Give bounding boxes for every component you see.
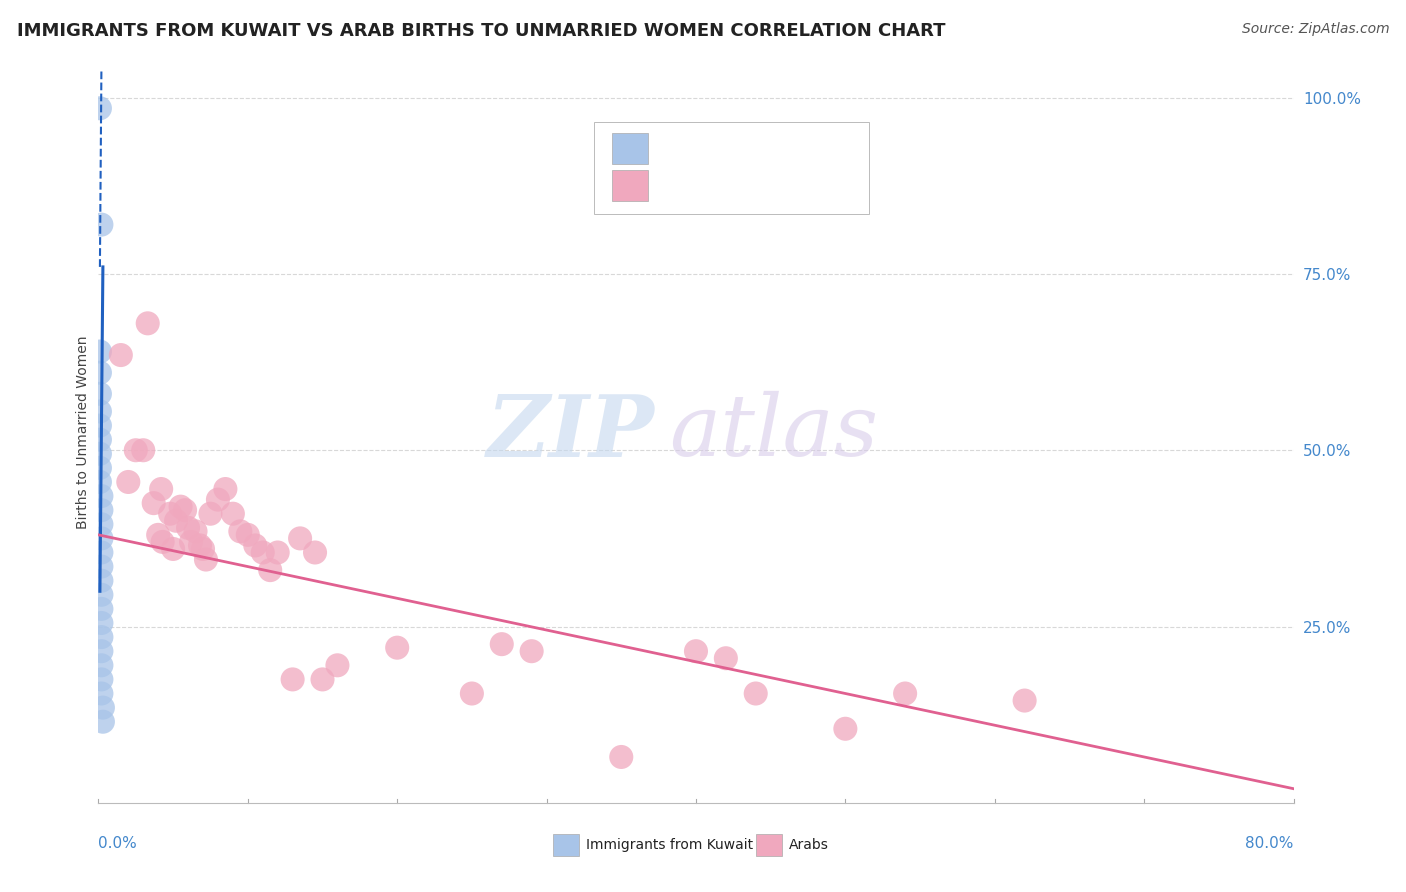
- Text: atlas: atlas: [669, 392, 879, 474]
- Point: [90, 588, 112, 602]
- Y-axis label: Births to Unmarried Women: Births to Unmarried Women: [76, 336, 90, 529]
- Point: [222, 507, 245, 521]
- Point: [89, 433, 111, 447]
- Point: [148, 528, 170, 542]
- Text: ZIP: ZIP: [486, 391, 654, 475]
- FancyBboxPatch shape: [595, 121, 869, 214]
- Point: [195, 552, 218, 566]
- Point: [89, 418, 111, 433]
- Point: [152, 535, 174, 549]
- Point: [177, 521, 200, 535]
- Point: [714, 651, 737, 665]
- Point: [252, 545, 274, 559]
- Point: [110, 348, 132, 362]
- Point: [281, 673, 304, 687]
- Point: [188, 538, 211, 552]
- Point: [89, 101, 111, 115]
- Text: R = -0.563   N = 46: R = -0.563 N = 46: [662, 178, 839, 196]
- Point: [520, 644, 543, 658]
- Point: [180, 535, 202, 549]
- Point: [142, 496, 165, 510]
- Point: [184, 524, 207, 539]
- Point: [90, 602, 112, 616]
- Text: Arabs: Arabs: [789, 838, 830, 852]
- Point: [326, 658, 349, 673]
- Point: [132, 443, 155, 458]
- Point: [89, 461, 111, 475]
- Point: [90, 574, 112, 588]
- Bar: [553, 834, 579, 856]
- Point: [91, 714, 114, 729]
- Point: [162, 541, 184, 556]
- Point: [834, 722, 856, 736]
- Point: [610, 750, 633, 764]
- Bar: [613, 169, 648, 201]
- Point: [165, 514, 187, 528]
- Point: [267, 545, 290, 559]
- Point: [214, 482, 236, 496]
- Point: [90, 673, 112, 687]
- Point: [236, 528, 259, 542]
- Point: [89, 387, 111, 401]
- Text: 80.0%: 80.0%: [1246, 836, 1294, 851]
- Point: [1014, 693, 1036, 707]
- Text: Source: ZipAtlas.com: Source: ZipAtlas.com: [1241, 22, 1389, 37]
- Point: [89, 404, 111, 418]
- Point: [259, 563, 281, 577]
- Text: R =  0.596   N = 28: R = 0.596 N = 28: [662, 141, 838, 159]
- Bar: [756, 834, 782, 856]
- Point: [894, 686, 917, 700]
- Point: [311, 673, 333, 687]
- Text: 0.0%: 0.0%: [98, 836, 138, 851]
- Point: [90, 517, 112, 532]
- Point: [745, 686, 768, 700]
- Point: [229, 524, 252, 539]
- Point: [91, 700, 114, 714]
- Point: [169, 500, 191, 514]
- Point: [685, 644, 707, 658]
- Point: [90, 545, 112, 559]
- Point: [89, 366, 111, 380]
- Point: [89, 475, 111, 489]
- Point: [90, 218, 112, 232]
- Point: [90, 503, 112, 517]
- Point: [125, 443, 148, 458]
- Text: Immigrants from Kuwait: Immigrants from Kuwait: [586, 838, 754, 852]
- Point: [89, 447, 111, 461]
- Point: [491, 637, 513, 651]
- Point: [288, 532, 311, 546]
- Point: [461, 686, 484, 700]
- Point: [90, 489, 112, 503]
- Point: [90, 615, 112, 630]
- Point: [150, 482, 173, 496]
- Point: [90, 644, 112, 658]
- Point: [136, 316, 159, 330]
- Point: [304, 545, 326, 559]
- Bar: [613, 133, 648, 164]
- Point: [191, 541, 214, 556]
- Point: [90, 630, 112, 644]
- Point: [90, 559, 112, 574]
- Point: [245, 538, 267, 552]
- Point: [200, 507, 222, 521]
- Point: [90, 532, 112, 546]
- Point: [207, 492, 229, 507]
- Text: IMMIGRANTS FROM KUWAIT VS ARAB BIRTHS TO UNMARRIED WOMEN CORRELATION CHART: IMMIGRANTS FROM KUWAIT VS ARAB BIRTHS TO…: [17, 22, 945, 40]
- Point: [90, 658, 112, 673]
- Point: [159, 507, 181, 521]
- Point: [90, 686, 112, 700]
- Point: [385, 640, 409, 655]
- Point: [174, 503, 197, 517]
- Point: [117, 475, 139, 489]
- Point: [89, 344, 111, 359]
